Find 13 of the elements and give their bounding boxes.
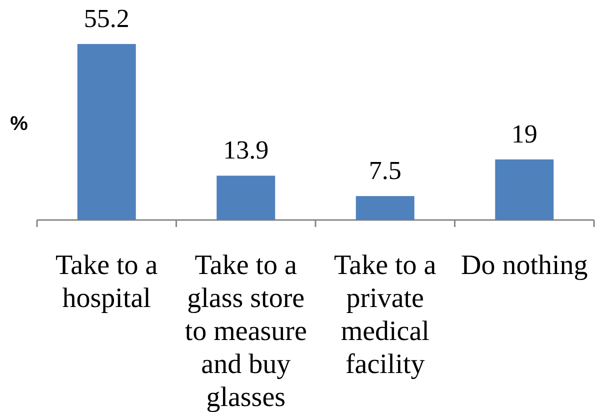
data-label: 55.2: [84, 4, 130, 33]
x-tick-label: Take to a private medical facility: [334, 250, 437, 380]
x-tick-label: Take to a glass store to measure and buy glasses: [184, 250, 307, 412]
x-tick-label: Take to a hospital: [56, 250, 158, 314]
bar: [356, 196, 414, 220]
bar: [216, 176, 276, 220]
data-label: 19: [511, 119, 538, 148]
x-tick-label: Do nothing: [460, 250, 588, 281]
bar: [495, 159, 554, 220]
bar: [77, 44, 136, 220]
data-label: 7.5: [368, 156, 402, 186]
data-label: 13.9: [223, 136, 269, 165]
y-axis-title: %: [10, 113, 28, 135]
